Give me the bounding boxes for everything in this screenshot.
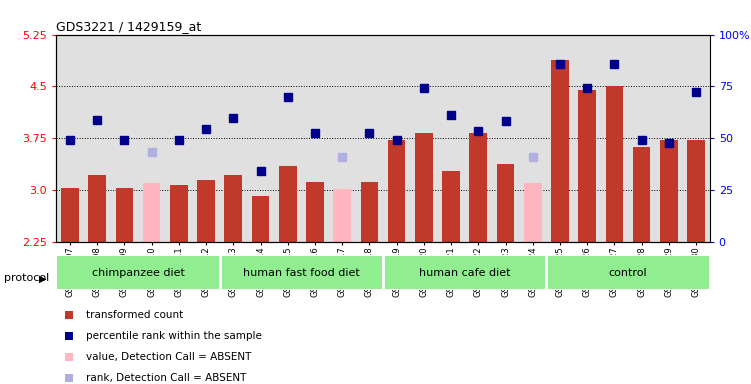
Bar — [660, 140, 677, 242]
Bar — [496, 164, 514, 242]
Bar — [356, 35, 383, 242]
Bar — [388, 140, 406, 242]
Bar — [655, 35, 683, 242]
Bar — [383, 255, 547, 290]
Text: transformed count: transformed count — [86, 310, 183, 320]
Bar — [465, 35, 492, 242]
Text: protocol: protocol — [4, 273, 49, 283]
Bar — [83, 35, 111, 242]
Bar — [519, 35, 546, 242]
Text: percentile rank within the sample: percentile rank within the sample — [86, 331, 261, 341]
Bar — [437, 35, 465, 242]
Bar — [628, 35, 655, 242]
Text: rank, Detection Call = ABSENT: rank, Detection Call = ABSENT — [86, 373, 246, 383]
Bar — [547, 35, 574, 242]
Text: chimpanzee diet: chimpanzee diet — [92, 268, 185, 278]
Text: ▶: ▶ — [39, 273, 47, 283]
Bar — [225, 175, 242, 242]
Bar — [469, 133, 487, 242]
Bar — [56, 35, 83, 242]
Bar — [56, 255, 219, 290]
Bar — [360, 182, 379, 242]
Bar — [492, 35, 519, 242]
Bar — [574, 35, 601, 242]
Bar — [274, 35, 301, 242]
Text: human fast food diet: human fast food diet — [243, 268, 360, 278]
Bar — [279, 166, 297, 242]
Bar — [170, 185, 188, 242]
Bar — [301, 35, 328, 242]
Bar — [415, 133, 433, 242]
Bar — [442, 171, 460, 242]
Bar — [219, 255, 383, 290]
Bar — [547, 255, 710, 290]
Bar — [551, 60, 569, 242]
Bar — [192, 35, 219, 242]
Text: value, Detection Call = ABSENT: value, Detection Call = ABSENT — [86, 352, 251, 362]
Bar — [410, 35, 437, 242]
Text: control: control — [609, 268, 647, 278]
Bar — [143, 183, 161, 242]
Bar — [198, 180, 215, 242]
Bar — [683, 35, 710, 242]
Bar — [89, 175, 106, 242]
Bar — [247, 35, 274, 242]
Bar — [383, 35, 410, 242]
Bar — [111, 35, 138, 242]
Bar — [61, 188, 79, 242]
Bar — [687, 140, 705, 242]
Text: GDS3221 / 1429159_at: GDS3221 / 1429159_at — [56, 20, 201, 33]
Bar — [605, 86, 623, 242]
Bar — [333, 189, 351, 242]
Bar — [306, 182, 324, 242]
Bar — [252, 195, 270, 242]
Text: human cafe diet: human cafe diet — [419, 268, 511, 278]
Bar — [165, 35, 192, 242]
Bar — [601, 35, 628, 242]
Bar — [578, 90, 596, 242]
Bar — [633, 147, 650, 242]
Bar — [219, 35, 247, 242]
Bar — [328, 35, 356, 242]
Bar — [138, 35, 165, 242]
Bar — [524, 183, 541, 242]
Bar — [116, 188, 133, 242]
